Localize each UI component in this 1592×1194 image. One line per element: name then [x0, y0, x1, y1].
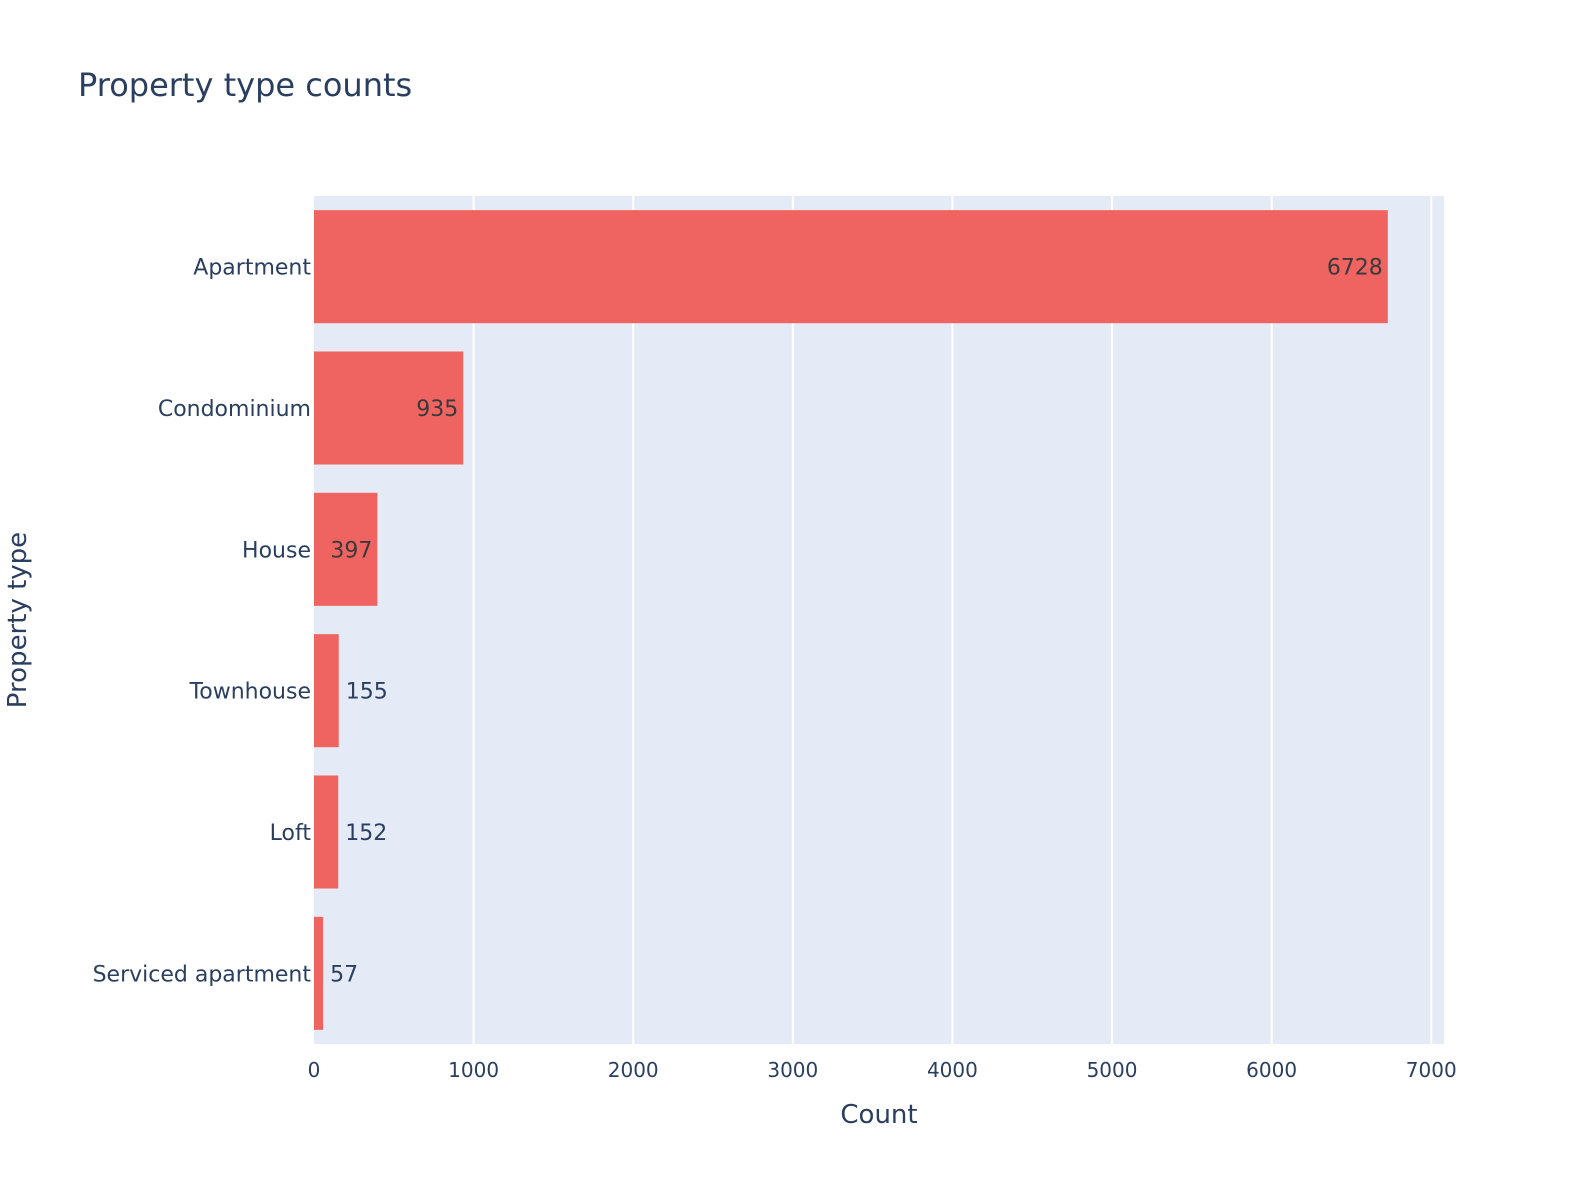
y-tick-label: Serviced apartment — [93, 962, 312, 987]
bar — [314, 210, 1388, 324]
bar — [314, 492, 378, 606]
bar — [314, 916, 324, 1030]
data-labels: 6728 935 397 155 152 57 — [330, 256, 1383, 988]
x-axis-title: Count — [840, 1100, 917, 1130]
bar — [314, 634, 339, 748]
x-tick-label: 4000 — [927, 1058, 978, 1082]
x-tick-label: 2000 — [608, 1058, 659, 1082]
bar — [314, 351, 464, 465]
data-label: 155 — [346, 680, 388, 705]
y-tick-label: Loft — [270, 821, 312, 846]
x-tick-label: 7000 — [1406, 1058, 1457, 1082]
y-axis-tick-labels: Apartment Condominium House Townhouse Loft Se… — [93, 256, 312, 988]
x-tick-label: 0 — [308, 1058, 321, 1082]
data-label: 935 — [416, 397, 458, 422]
x-tick-label: 3000 — [767, 1058, 818, 1082]
gridlines — [472, 196, 1433, 1044]
x-axis-tick-labels: 0 1000 2000 3000 4000 5000 6000 7000 — [308, 1058, 1457, 1082]
data-label: 57 — [330, 962, 358, 987]
x-tick-label: 6000 — [1246, 1058, 1297, 1082]
bars — [314, 210, 1388, 1030]
y-tick-label: Townhouse — [189, 680, 311, 705]
plot-area — [314, 196, 1444, 1044]
y-tick-label: Condominium — [158, 397, 311, 422]
y-tick-label: Apartment — [193, 256, 311, 281]
x-tick-label: 5000 — [1087, 1058, 1138, 1082]
data-label: 6728 — [1327, 256, 1383, 281]
bar — [314, 775, 339, 889]
x-tick-label: 1000 — [448, 1058, 499, 1082]
chart-title: Property type counts — [78, 66, 412, 104]
data-label: 397 — [330, 538, 372, 563]
y-axis-title: Property type — [3, 532, 33, 708]
data-label: 152 — [345, 821, 387, 846]
y-tick-label: House — [242, 538, 311, 563]
